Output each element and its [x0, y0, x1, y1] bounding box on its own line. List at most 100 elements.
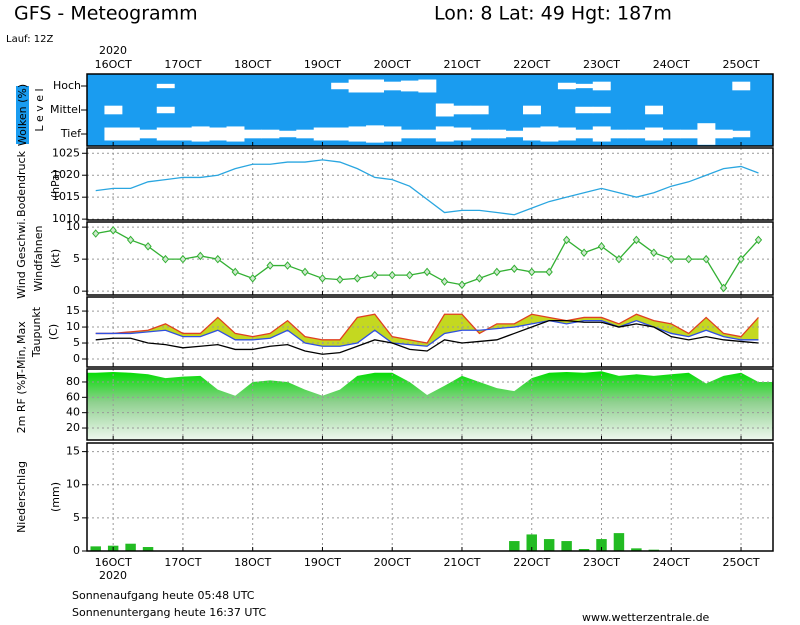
wind-marker	[580, 248, 588, 258]
run: Lauf: 12Z	[6, 34, 53, 45]
wind-marker	[371, 270, 379, 280]
panel-label: Wolken (%)	[16, 84, 29, 146]
wind-marker	[231, 267, 239, 277]
wind-marker	[161, 254, 170, 264]
wind-marker	[632, 235, 641, 245]
cloud-gap	[331, 82, 350, 90]
series-line	[95, 313, 759, 344]
panel-label: Niederschlag	[15, 461, 28, 533]
cloud-gap	[662, 129, 681, 139]
wind-marker	[493, 267, 501, 277]
wind-marker	[475, 274, 484, 283]
x-tick-label: 24OCT	[653, 556, 690, 569]
wind-marker	[650, 248, 658, 258]
panel-frame	[86, 147, 774, 221]
wind-marker	[545, 267, 553, 277]
precip-bar	[125, 543, 136, 551]
wind-marker	[528, 267, 536, 277]
cloud-gap	[732, 130, 751, 138]
cloud-gap	[296, 129, 315, 139]
wind-marker	[109, 226, 117, 235]
cloud-gap	[104, 105, 123, 115]
cloud-gap	[418, 79, 437, 93]
y-tick-label: 1010	[52, 212, 80, 225]
cloud-gap	[226, 126, 245, 142]
sunset: Sonnenuntergang heute 16:37 UTC	[72, 606, 267, 619]
y-tick-label: 20	[66, 421, 80, 434]
wind-marker	[719, 283, 728, 293]
x-tick-label: 19OCT	[304, 58, 341, 71]
cloud-gap	[313, 127, 332, 141]
wind-marker	[266, 261, 274, 270]
cloud-gap	[645, 105, 664, 115]
precip-bar	[142, 547, 154, 551]
x-tick-label: 24OCT	[653, 58, 690, 71]
y-tick-label: 1020	[52, 168, 80, 181]
precip-bar	[578, 549, 590, 551]
panel-frame	[86, 296, 774, 368]
cloud-gap	[453, 127, 472, 141]
cloud-gap	[610, 129, 629, 139]
year-bottom: 2020	[99, 569, 127, 582]
y-tick-label: 40	[66, 406, 80, 419]
rh-area	[87, 371, 773, 440]
panel-frame	[86, 368, 774, 441]
y-tick-label: 5	[73, 336, 80, 349]
wind-marker	[283, 261, 292, 270]
precip-bar	[509, 541, 520, 551]
precip-bar	[596, 539, 607, 551]
wind-marker	[388, 270, 396, 280]
year-top: 2020	[99, 44, 127, 57]
cloud-gap	[104, 127, 123, 141]
cloud-gap	[400, 80, 419, 92]
x-tick-label: 21OCT	[443, 58, 480, 71]
cloud-gap	[209, 127, 228, 141]
panel-label: Wind Geschwi.	[15, 218, 28, 299]
panel-label: Windfahnen	[32, 226, 45, 292]
cloud-gap	[121, 127, 140, 141]
wind-marker	[440, 277, 449, 286]
precip-bar	[526, 534, 537, 551]
level-label: Mittel	[50, 103, 81, 116]
cloud-gap	[575, 129, 594, 139]
cloud-gap	[383, 81, 402, 91]
x-tick-label: 25OCT	[722, 58, 759, 71]
panel-label: L e v e l	[33, 88, 46, 131]
wind-marker	[405, 270, 414, 280]
cloud-gap	[592, 106, 611, 114]
cloud-gap	[505, 130, 524, 138]
panel-label: (C)	[47, 324, 60, 340]
cloud-gap	[366, 79, 384, 93]
cloud-gap	[435, 126, 454, 142]
cloud-gap	[523, 127, 541, 141]
x-tick-label: 21OCT	[443, 556, 480, 569]
y-tick-label: 15	[66, 304, 80, 317]
cloud-gap	[732, 81, 751, 91]
x-tick-label: 22OCT	[513, 556, 550, 569]
y-tick-label: 10	[66, 478, 80, 491]
wind-marker	[754, 235, 763, 245]
cloud-gap	[470, 129, 489, 139]
cloud-gap	[540, 126, 559, 142]
y-tick-label: 1025	[52, 146, 80, 159]
panel-label: (kt)	[49, 249, 62, 268]
cloud-gap	[575, 106, 594, 114]
cloud-gap	[523, 105, 541, 115]
x-tick-label: 19OCT	[304, 556, 341, 569]
panel-label: Taupunkt	[30, 306, 43, 358]
wind-marker	[126, 235, 135, 245]
wind-marker	[318, 274, 327, 283]
precip-bar	[613, 533, 625, 551]
wind-marker	[667, 254, 675, 264]
temp-range-fill	[95, 314, 759, 347]
wind-marker	[423, 267, 431, 277]
panel-label: T-Min,	[15, 346, 28, 380]
x-tick-label: 16OCT	[95, 556, 132, 569]
cloud-gap	[383, 126, 402, 142]
wind-marker	[458, 280, 466, 290]
wind-marker	[737, 254, 745, 264]
source: www.wetterzentrale.de	[582, 611, 710, 624]
panel-label: Bodendruck	[15, 150, 28, 217]
cloud-gap	[191, 126, 210, 142]
